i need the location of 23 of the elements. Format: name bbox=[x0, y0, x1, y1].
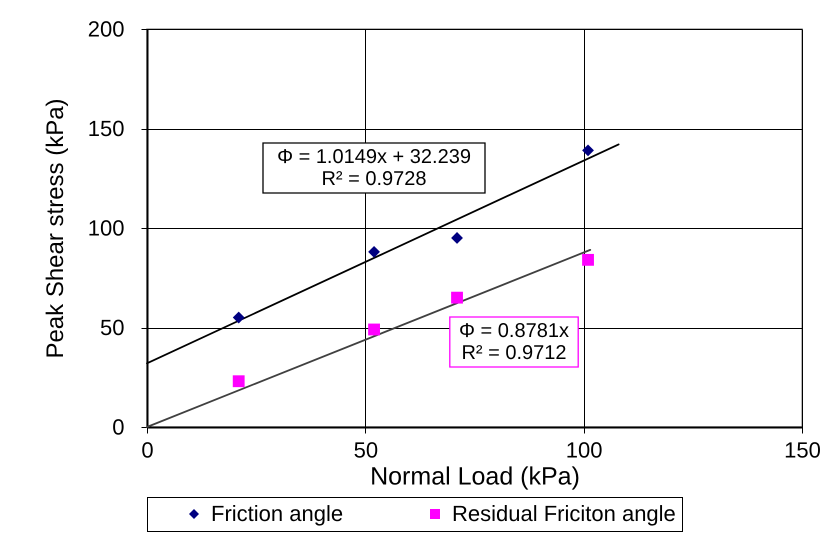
legend-label: Residual Friciton angle bbox=[452, 501, 676, 526]
point bbox=[368, 324, 380, 336]
point bbox=[368, 246, 380, 258]
x-tick-label: 100 bbox=[566, 438, 603, 462]
x-tick-label: 0 bbox=[141, 438, 154, 462]
point bbox=[232, 375, 245, 388]
point bbox=[451, 292, 463, 304]
y-tick-label: 0 bbox=[112, 414, 124, 440]
point bbox=[582, 254, 594, 266]
point bbox=[451, 232, 463, 244]
x-tick-label: 150 bbox=[784, 438, 821, 462]
x-axis-title: Normal Load (kPa) bbox=[370, 462, 580, 490]
y-axis-title: Peak Shear stress (kPa) bbox=[42, 98, 69, 359]
y-tick-label: 200 bbox=[88, 16, 124, 42]
annotation: Φ = 0.8781x R² = 0.9712 bbox=[459, 320, 569, 364]
x-tick-label: 50 bbox=[354, 438, 378, 462]
legend-label: Friction angle bbox=[211, 501, 344, 526]
y-tick-label: 150 bbox=[88, 116, 124, 141]
annotation: Φ = 1.0149x + 32.239 R² = 0.9728 bbox=[277, 146, 471, 190]
y-tick-label: 100 bbox=[88, 216, 124, 240]
point bbox=[232, 312, 245, 324]
y-tick-label: 50 bbox=[100, 315, 124, 340]
point bbox=[582, 144, 594, 156]
